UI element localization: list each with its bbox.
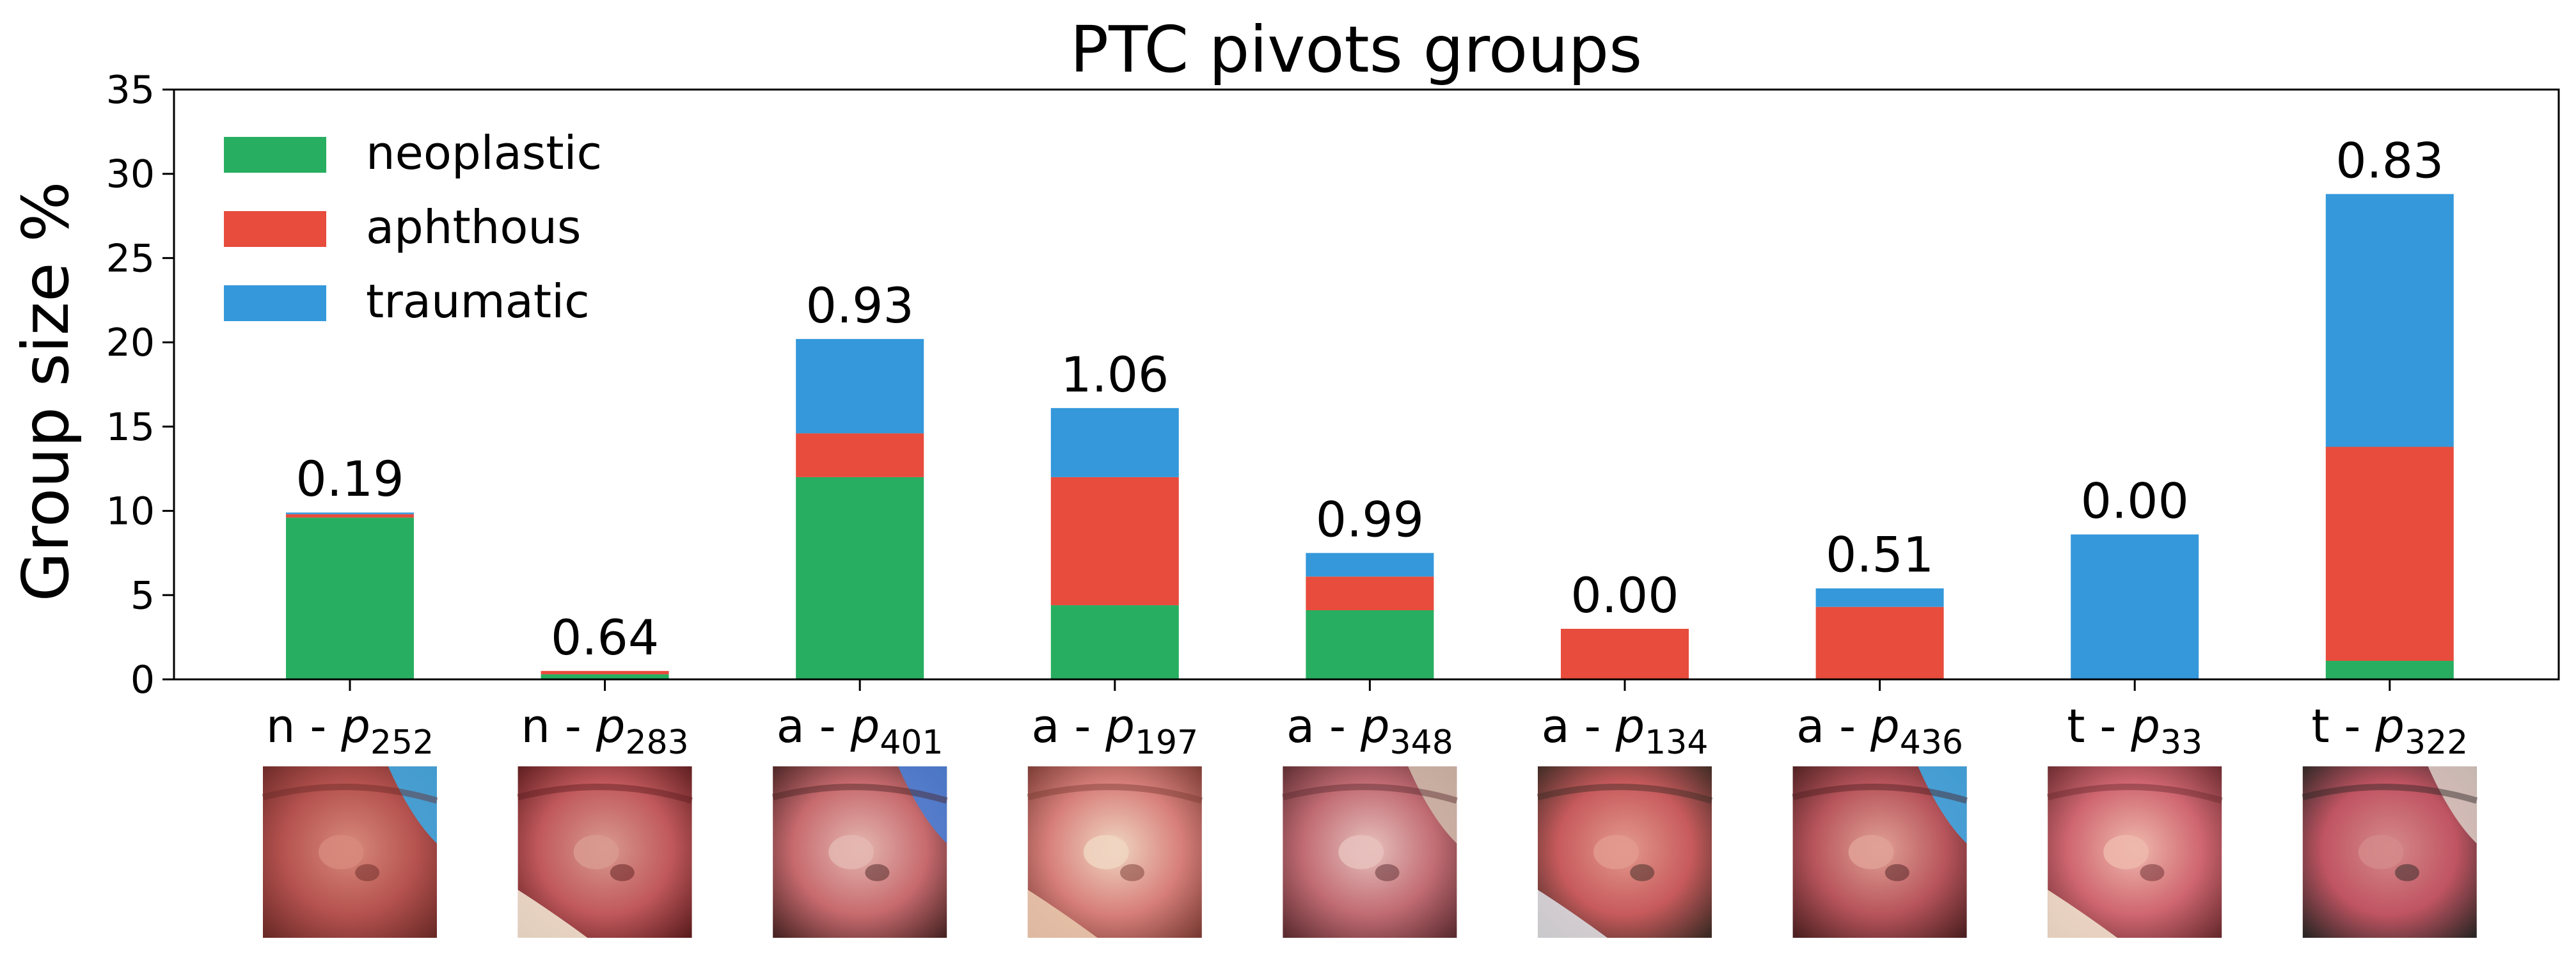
bar-segment-traumatic bbox=[286, 512, 414, 514]
oral-lesion-photo bbox=[517, 766, 693, 938]
bar-data-label: 0.00 bbox=[1570, 567, 1679, 624]
bar-segment-aphthous bbox=[1561, 628, 1689, 679]
x-tick-label: a - p401 bbox=[777, 699, 944, 762]
bar-segment-traumatic bbox=[2325, 194, 2454, 447]
bar-data-label: 0.99 bbox=[1316, 491, 1424, 548]
x-tick-label: a - p436 bbox=[1796, 699, 1963, 762]
bar-segment-aphthous bbox=[286, 514, 414, 518]
x-tick-label: t - p322 bbox=[2311, 699, 2468, 762]
bar-segment-neoplastic bbox=[1306, 610, 1434, 679]
legend-swatch-neoplastic bbox=[224, 137, 326, 173]
legend-swatch-aphthous bbox=[224, 211, 326, 247]
y-axis-label: Group size % bbox=[8, 182, 83, 602]
bar-segment-aphthous bbox=[1050, 477, 1179, 606]
bar-data-label: 0.83 bbox=[2335, 132, 2444, 189]
legend-label-traumatic: traumatic bbox=[366, 274, 590, 328]
bar-segment-traumatic bbox=[1815, 588, 1944, 607]
oral-lesion-photo bbox=[262, 766, 438, 938]
bar-labels-layer: 0.19 0.64 0.93 1.06 0.99 0.00 0.51 0.00 0.83 bbox=[296, 132, 2444, 666]
bar-segment-neoplastic bbox=[1050, 605, 1179, 679]
oral-lesion-photo bbox=[1537, 766, 1713, 938]
bar-segment-traumatic bbox=[2071, 534, 2199, 679]
legend-label-aphthous: aphthous bbox=[366, 200, 581, 254]
bar-segment-neoplastic bbox=[2325, 661, 2454, 679]
plot-frame bbox=[173, 88, 2560, 681]
bar-segment-traumatic bbox=[796, 338, 924, 434]
bar-data-label: 0.19 bbox=[296, 450, 404, 507]
legend: neoplastic aphthous traumatic bbox=[224, 126, 602, 328]
bar-data-label: 0.93 bbox=[806, 277, 914, 334]
x-tick-label: a - p134 bbox=[1542, 699, 1709, 762]
x-tick-label: n - p283 bbox=[521, 699, 688, 762]
legend-label-neoplastic: neoplastic bbox=[366, 126, 602, 180]
bar-segment-neoplastic bbox=[541, 674, 669, 679]
y-tick-label: 0 bbox=[130, 658, 155, 702]
bar-segment-aphthous bbox=[2325, 447, 2454, 661]
y-axis: 0 5 10 15 20 25 30 35 bbox=[106, 68, 174, 702]
chart-title: PTC pivots groups bbox=[1070, 12, 1642, 87]
bar-segment-aphthous bbox=[1306, 576, 1434, 610]
bar-segment-neoplastic bbox=[286, 518, 414, 679]
bars-layer bbox=[286, 194, 2454, 679]
bar-segment-aphthous bbox=[796, 433, 924, 477]
bar-segment-traumatic bbox=[1306, 553, 1434, 577]
oral-lesion-photo bbox=[1282, 766, 1458, 938]
y-tick-label: 15 bbox=[106, 405, 155, 450]
x-tick-label: a - p197 bbox=[1031, 699, 1198, 762]
y-tick-label: 5 bbox=[130, 573, 155, 618]
bar-segment-neoplastic bbox=[796, 477, 924, 679]
y-tick-label: 30 bbox=[106, 152, 155, 197]
x-axis: n - p252 n - p283 a - p401 a - p197 a - p348… bbox=[266, 679, 2468, 762]
oral-lesion-photo bbox=[1792, 766, 1968, 938]
bar-segment-aphthous bbox=[541, 670, 669, 675]
oral-lesion-photo bbox=[1027, 766, 1203, 938]
oral-lesion-photo bbox=[771, 766, 948, 938]
y-tick-label: 35 bbox=[106, 68, 155, 113]
thumbnail-strip bbox=[262, 766, 2478, 938]
bar-data-label: 0.51 bbox=[1826, 526, 1934, 583]
x-tick-label: n - p252 bbox=[266, 699, 434, 762]
y-tick-label: 20 bbox=[106, 320, 155, 365]
bar-segment-traumatic bbox=[1050, 407, 1179, 477]
y-tick-label: 25 bbox=[106, 236, 155, 281]
bar-segment-aphthous bbox=[1815, 606, 1944, 679]
x-tick-label: t - p33 bbox=[2067, 699, 2202, 762]
bar-data-label: 0.00 bbox=[2081, 472, 2189, 529]
oral-lesion-photo bbox=[2302, 766, 2478, 938]
legend-swatch-traumatic bbox=[224, 285, 326, 321]
y-tick-label: 10 bbox=[106, 489, 155, 534]
x-tick-label: a - p348 bbox=[1286, 699, 1453, 762]
oral-lesion-photo bbox=[2046, 766, 2223, 938]
bar-data-label: 1.06 bbox=[1061, 346, 1169, 403]
bar-data-label: 0.64 bbox=[551, 609, 659, 666]
